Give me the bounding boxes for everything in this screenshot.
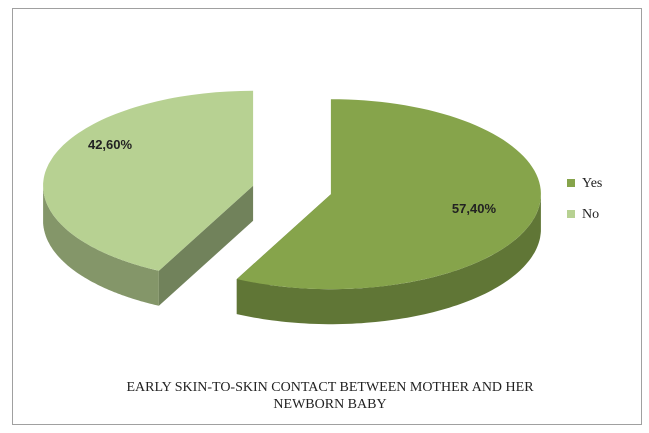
slice-top xyxy=(236,99,541,290)
slice-wall xyxy=(43,185,159,306)
legend-swatch xyxy=(567,210,575,218)
legend-label: No xyxy=(582,207,599,222)
legend-label: Yes xyxy=(582,176,602,191)
pie-tops xyxy=(43,90,541,290)
slice-wall xyxy=(236,194,541,325)
legend-swatch xyxy=(567,179,575,187)
data-label: 42,60% xyxy=(88,137,133,152)
slice-top xyxy=(43,90,254,271)
slice-face xyxy=(158,185,254,306)
chart-frame xyxy=(12,8,642,425)
chart-title: EARLY SKIN-TO-SKIN CONTACT BETWEEN MOTHE… xyxy=(126,380,534,412)
data-label: 57,40% xyxy=(452,201,497,216)
slice xyxy=(43,185,254,306)
